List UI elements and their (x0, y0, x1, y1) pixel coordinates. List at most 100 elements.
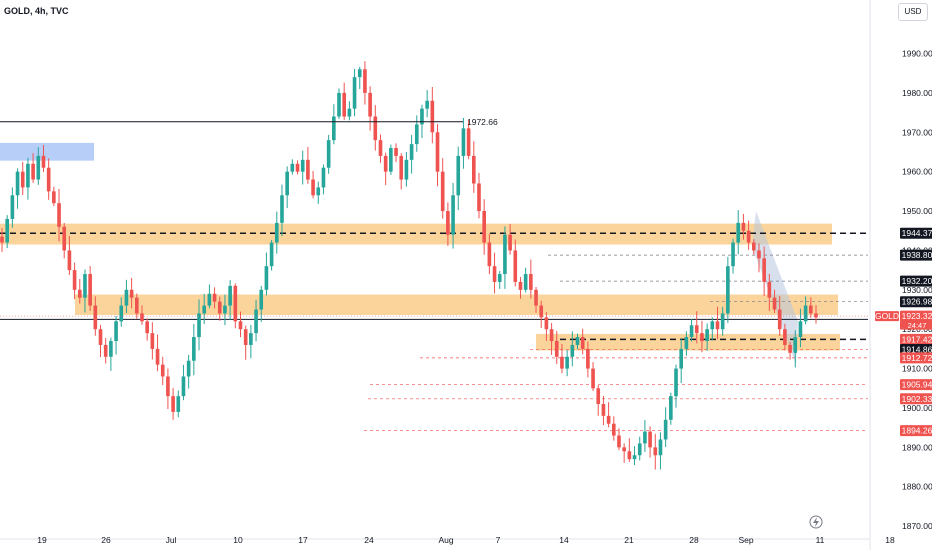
candle-body (20, 171, 25, 188)
candle-body (306, 159, 310, 180)
candle-body (77, 289, 82, 298)
currency-button[interactable]: USD (898, 3, 928, 21)
y-tick-label: 1900.00 (902, 403, 932, 413)
candle-body (503, 234, 507, 275)
candle-body (103, 344, 108, 357)
candle-body (404, 159, 409, 180)
candle-body (482, 211, 486, 243)
candle-body (290, 163, 295, 172)
price-label: 1938.80 (902, 250, 932, 260)
candle-body (207, 293, 212, 306)
y-tick-label: 1980.00 (902, 88, 932, 98)
y-tick-label: 1870.00 (902, 521, 932, 531)
y-tick-label: 1880.00 (902, 482, 932, 492)
candle-body (435, 132, 440, 172)
current-price-value: 1923.32 (902, 311, 932, 321)
candle-body (145, 321, 149, 334)
bar-countdown: 24:47 (908, 321, 927, 330)
symbol-tag-label: GOLD (875, 311, 899, 321)
candle-body (767, 281, 772, 298)
y-tick-label: 1910.00 (902, 364, 932, 374)
candle-body (627, 451, 632, 460)
candle-body (57, 203, 61, 227)
y-tick-label: 1970.00 (902, 127, 932, 137)
candle-body (606, 415, 611, 424)
price-label-box (900, 379, 932, 391)
x-tick-label: 24 (364, 535, 374, 545)
x-tick-label: 28 (689, 535, 699, 545)
candle-body (274, 222, 279, 243)
price-label-box (900, 333, 932, 345)
candle-body (783, 329, 787, 345)
candle-body (777, 309, 782, 330)
candle-body (10, 195, 15, 219)
candle-body (430, 100, 435, 133)
candle-body (88, 274, 92, 306)
candle-body (658, 439, 663, 456)
candle-body (259, 289, 264, 310)
candle-body (637, 443, 642, 456)
price-label-box (900, 227, 932, 239)
candle-body (560, 356, 564, 369)
candle-body (741, 222, 746, 231)
candle-body (508, 234, 512, 251)
candle-body (534, 289, 538, 306)
candle-body (684, 337, 689, 349)
candle-body (466, 128, 471, 156)
candle-body (420, 108, 424, 125)
candle-body (378, 140, 383, 156)
candle-body (554, 341, 559, 357)
x-tick-label: 7 (496, 535, 501, 545)
candle-body (814, 313, 818, 318)
x-tick-label: 11 (816, 535, 825, 545)
candle-body (793, 337, 798, 353)
candle-body (394, 148, 398, 156)
price-label-box (900, 296, 932, 308)
price-label-box (900, 352, 932, 364)
candle-body (487, 242, 492, 267)
candle-body (803, 305, 808, 322)
candle-body (575, 337, 580, 345)
x-tick-label: Jul (166, 535, 177, 545)
price-label: 1926.98 (902, 297, 932, 307)
candle-body (233, 285, 238, 322)
candle-body (212, 293, 217, 302)
candle-body (653, 447, 658, 456)
candle-body (332, 116, 336, 141)
candle-body (171, 396, 175, 412)
y-tick-label: 1890.00 (902, 442, 932, 452)
candle-body (109, 341, 113, 357)
candle-body (731, 242, 735, 267)
candle-body (119, 305, 124, 322)
candle-body (565, 356, 569, 369)
candle-body (440, 171, 445, 212)
candle-body (357, 69, 362, 78)
candle-body (689, 325, 694, 338)
candle-body (264, 266, 269, 290)
price-label: 1914.86 (902, 344, 932, 354)
candle-body (93, 305, 98, 330)
candle-body (166, 376, 170, 397)
candle-body (798, 321, 803, 338)
support-resistance-zone (0, 223, 832, 245)
candle-body (347, 108, 352, 117)
candle-body (461, 128, 466, 156)
candle-body (539, 305, 544, 318)
candle-body (114, 321, 118, 342)
candle-body (477, 183, 481, 212)
candle-body (399, 155, 404, 180)
candle-body (591, 368, 595, 389)
price-label: 1932.20 (902, 276, 932, 286)
x-tick-label: Aug (438, 535, 453, 545)
candle-body (67, 250, 72, 271)
candle-body (570, 344, 575, 357)
candle-body (726, 266, 730, 314)
candle-body (788, 344, 792, 353)
candle-body (373, 116, 378, 141)
x-tick-label: 18 (885, 535, 895, 545)
candle-body (295, 163, 300, 172)
candle-body (715, 321, 720, 330)
x-tick-label: Sep (738, 535, 753, 545)
candle-body (513, 250, 518, 282)
